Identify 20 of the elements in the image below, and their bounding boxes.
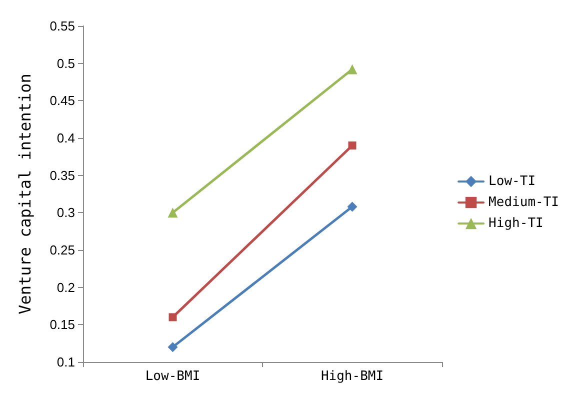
y-tick-label: 0.15 [50,317,75,332]
x-tick-label: High-BMI [320,369,384,384]
legend-label: Low-TI [488,174,536,189]
y-tick-label: 0.1 [56,354,75,370]
y-tick-label: 0.5 [56,56,75,71]
point [348,141,356,150]
legend-label: Medium-TI [488,195,560,210]
y-tick-label: 0.55 [50,18,75,34]
point [168,342,178,352]
point [168,313,177,322]
y-tick-label: 0.25 [50,242,75,258]
y-tick-label: 0.2 [56,280,75,295]
x-tick-label: Low-BMI [145,369,200,384]
y-axis-title: Venture capital intention [16,74,34,314]
y-tick-label: 0.35 [50,168,75,183]
y-tick-label: 0.4 [56,130,75,146]
y-tick-label: 0.3 [56,205,75,220]
point [347,202,358,212]
legend-label: High-TI [488,216,544,231]
y-tick-label: 0.45 [50,93,75,108]
